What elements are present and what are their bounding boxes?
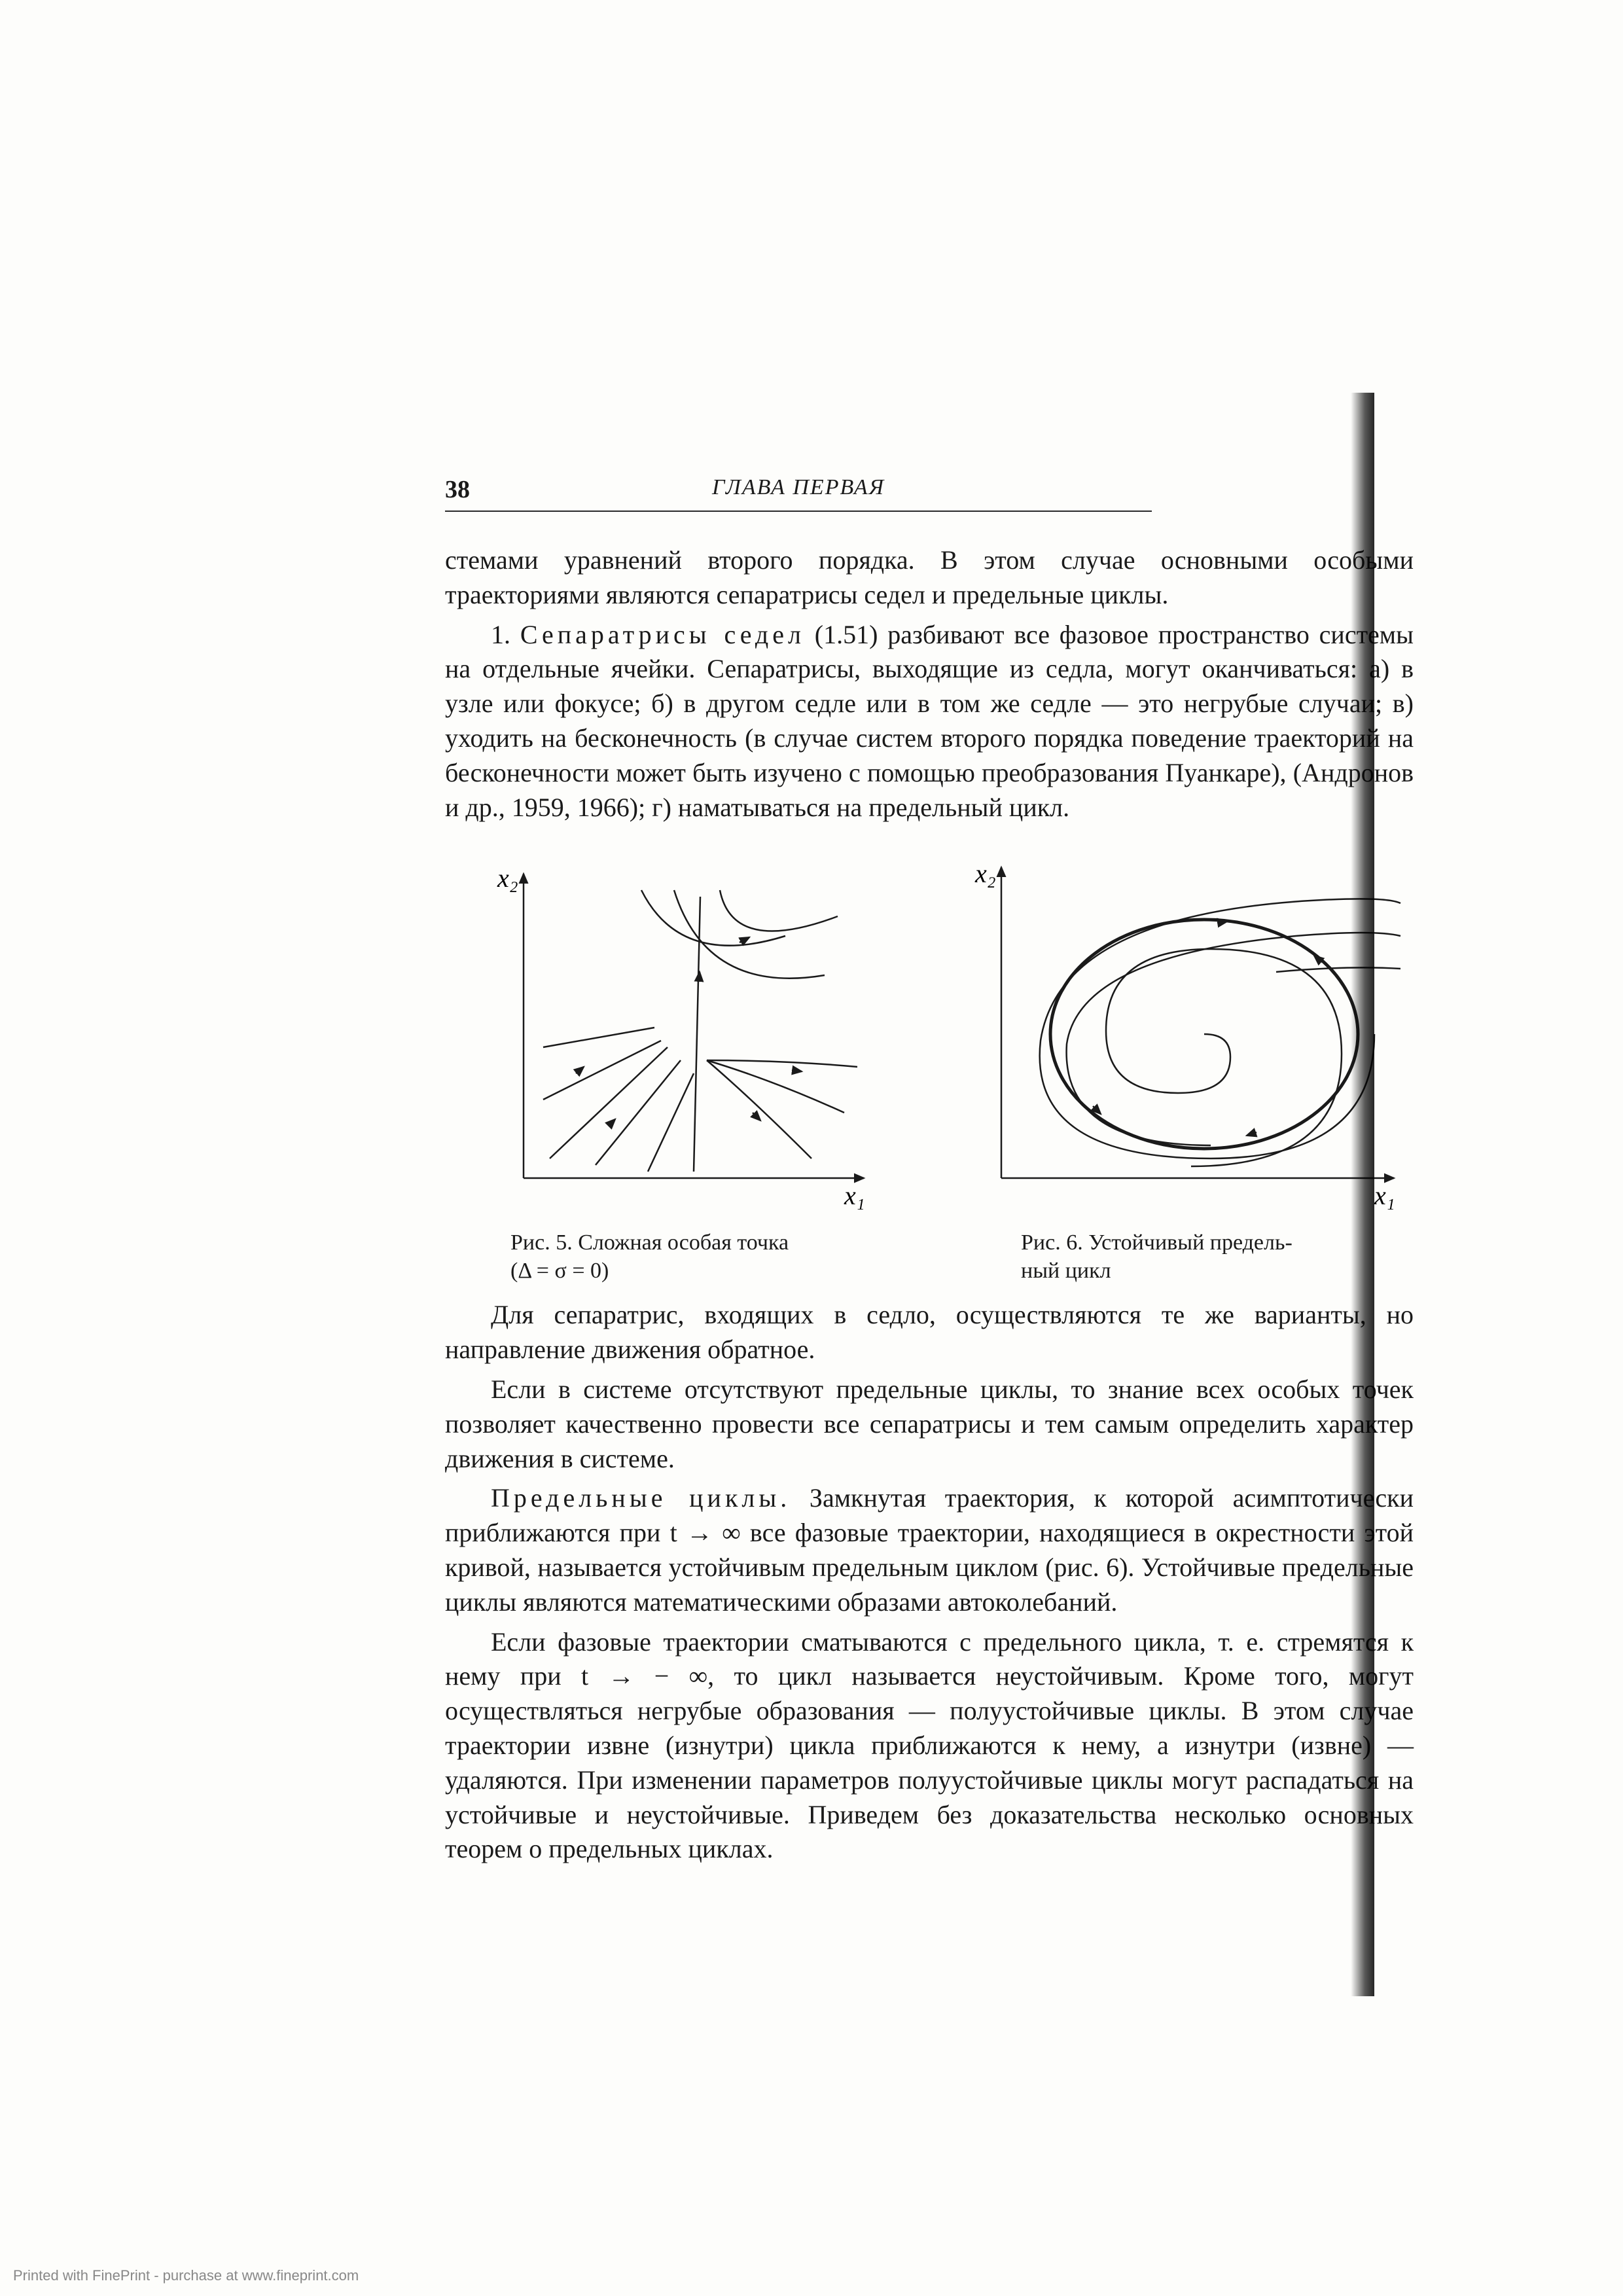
page: 38 ГЛАВА ПЕРВАЯ стемами уравнений второг… — [0, 0, 1623, 2296]
scan-shadow — [1351, 393, 1374, 1996]
figure-6: x₂ x₁ — [955, 851, 1414, 1285]
figure-5-caption: Рис. 5. Сложная особая точка (Δ = σ = 0) — [445, 1229, 903, 1285]
footer-watermark: Printed with FinePrint - purchase at www… — [13, 2267, 359, 2284]
figure-5: x₂ x₁ — [445, 851, 903, 1285]
fig5-cap-l2: (Δ = σ = 0) — [510, 1259, 609, 1283]
para-5: Предельные циклы. Замкнутая траектория, … — [445, 1481, 1414, 1619]
para-2-rest: (1.51) разбивают все фазовое пространств… — [445, 620, 1414, 822]
chapter-label: ГЛАВА ПЕРВАЯ — [445, 475, 1152, 500]
figure-row: x₂ x₁ — [445, 851, 1414, 1285]
para-2-num: 1. — [491, 620, 520, 649]
fig5-cap-l1: Рис. 5. Сложная особая точка — [510, 1230, 789, 1255]
para-2: 1. Сепаратрисы седел (1.51) разбивают вс… — [445, 618, 1414, 825]
fig5-y-label: x₂ — [497, 863, 518, 893]
para-5-term: Предельные циклы. — [491, 1483, 791, 1513]
para-3: Для сепаратрис, входящих в седло, осущес… — [445, 1298, 1414, 1367]
para-2-term: Сепаратрисы седел — [520, 620, 805, 649]
body-text: стемами уравнений второго порядка. В это… — [445, 543, 1414, 1872]
fig6-cap-l1: Рис. 6. Устойчивый предель- — [1021, 1230, 1293, 1255]
running-head: 38 ГЛАВА ПЕРВАЯ — [445, 471, 1152, 512]
fig6-x-label: x₁ — [1374, 1181, 1395, 1210]
para-6: Если фазовые траектории сматываются с пр… — [445, 1625, 1414, 1867]
fig5-x-label: x₁ — [844, 1181, 865, 1210]
fig6-y-label: x₂ — [974, 859, 996, 888]
para-1: стемами уравнений второго порядка. В это… — [445, 543, 1414, 613]
figure-6-caption: Рис. 6. Устойчивый предель- ный цикл — [955, 1229, 1414, 1285]
para-4: Если в системе отсутствуют предельные ци… — [445, 1372, 1414, 1476]
figure-6-svg: x₂ x₁ — [955, 851, 1414, 1217]
figure-5-svg: x₂ x₁ — [445, 851, 903, 1217]
fig6-cap-l2: ный цикл — [1021, 1259, 1111, 1283]
